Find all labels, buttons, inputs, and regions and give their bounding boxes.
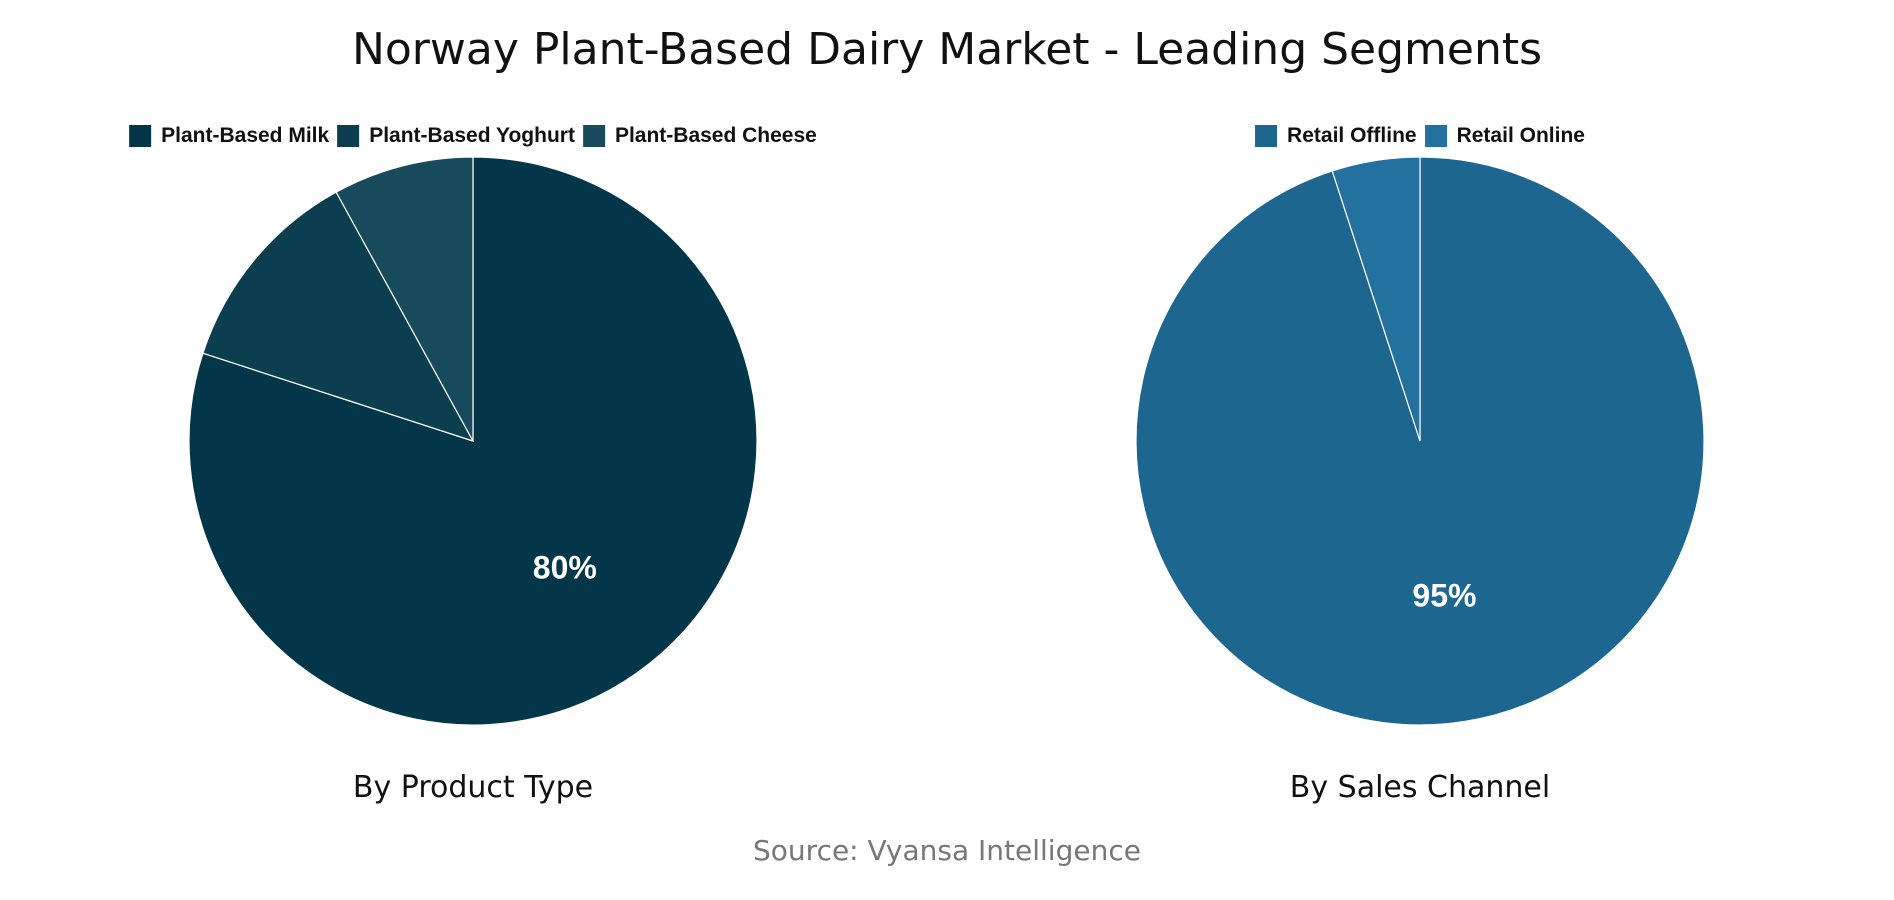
data-label: 80% [533,549,597,585]
legend-product-type: Plant-Based Milk Plant-Based Yoghurt Plant… [129,124,817,148]
legend-swatch [337,125,360,147]
pie-slice-retail-online [1331,156,1421,442]
pie-slice-plant-based-yoghurt [202,191,475,443]
legend-swatch [1255,125,1278,147]
legend-label: Retail Offline [1287,124,1417,147]
data-label: 95% [1412,577,1476,613]
source-note: Source: Vyansa Intelligence [753,834,1141,867]
legend-item: Retail Online [1424,124,1585,148]
legend-sales-channel: Retail Offline Retail Online [1255,124,1585,148]
legend-swatch [129,125,152,147]
legend-item: Plant-Based Cheese [582,124,817,148]
legend-label: Retail Online [1456,124,1585,147]
chart-title: Norway Plant-Based Dairy Market - Leadin… [351,24,1543,75]
legend-label: Plant-Based Milk [161,124,330,147]
legend-item: Retail Offline [1255,124,1417,148]
subtitle-sales-channel: By Sales Channel [1289,770,1551,805]
legend-item: Plant-Based Yoghurt [337,124,575,148]
subtitle-product-type: By Product Type [352,770,594,805]
legend-swatch [1424,125,1447,147]
legend-item: Plant-Based Milk [129,124,329,148]
legend-label: Plant-Based Yoghurt [369,124,575,147]
legend-label: Plant-Based Cheese [614,124,817,147]
pie-slice-plant-based-cheese [335,156,474,442]
legend-swatch [582,125,605,147]
